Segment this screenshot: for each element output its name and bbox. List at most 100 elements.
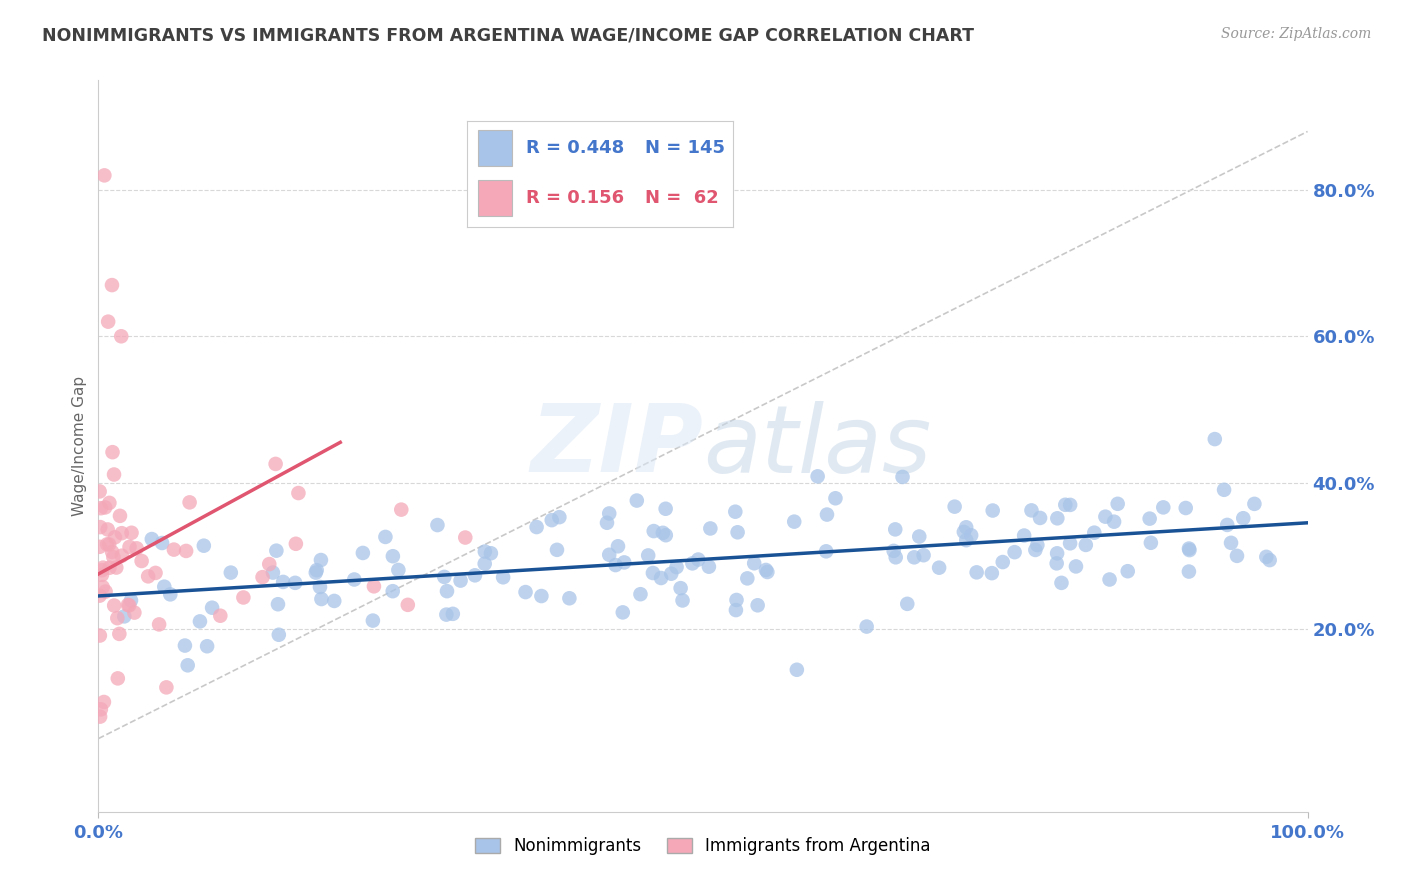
Point — [671, 593, 693, 607]
Point — [908, 529, 931, 543]
Point — [464, 568, 486, 582]
Point — [103, 467, 125, 482]
Point — [148, 617, 170, 632]
Point — [1213, 483, 1236, 497]
Point — [97, 315, 120, 329]
Point — [267, 628, 290, 642]
Point — [103, 550, 125, 565]
Point — [613, 556, 636, 570]
Point — [699, 521, 721, 535]
Point — [688, 552, 710, 566]
Point — [145, 566, 167, 580]
Point — [89, 540, 111, 554]
Point — [953, 524, 976, 539]
Point — [630, 587, 652, 601]
Point — [955, 533, 977, 548]
Point — [121, 525, 143, 540]
Point — [1029, 511, 1052, 525]
Point — [598, 548, 620, 562]
Point — [96, 537, 118, 551]
Point — [903, 550, 925, 565]
Text: Source: ZipAtlas.com: Source: ZipAtlas.com — [1220, 27, 1371, 41]
Point — [1102, 515, 1125, 529]
Point — [598, 507, 620, 521]
Point — [665, 560, 688, 574]
Point — [323, 594, 346, 608]
Point — [669, 581, 692, 595]
Point — [1152, 500, 1174, 515]
Point — [659, 566, 682, 581]
Point — [1059, 536, 1081, 550]
Point — [89, 520, 111, 534]
Point — [136, 569, 159, 583]
Point — [264, 457, 287, 471]
Point — [756, 565, 779, 579]
Point — [105, 560, 128, 574]
Point — [641, 566, 664, 580]
Point — [650, 571, 672, 585]
Point — [232, 591, 254, 605]
Point — [1064, 559, 1087, 574]
Point — [454, 531, 477, 545]
Point — [883, 544, 905, 558]
Point — [361, 614, 384, 628]
Point — [884, 550, 907, 565]
Point — [105, 611, 128, 625]
Point — [271, 574, 294, 589]
Point — [90, 702, 112, 716]
Point — [1054, 498, 1077, 512]
Point — [724, 603, 747, 617]
Point — [1226, 549, 1249, 563]
Point — [108, 627, 131, 641]
Point — [118, 599, 141, 613]
Point — [1083, 525, 1105, 540]
Point — [103, 599, 125, 613]
Point — [626, 493, 648, 508]
Point — [387, 563, 409, 577]
Point — [697, 559, 720, 574]
Point — [981, 503, 1004, 517]
Point — [305, 566, 328, 580]
Point — [101, 278, 124, 293]
Point — [174, 544, 197, 558]
Point — [284, 537, 307, 551]
Point — [120, 593, 142, 607]
Point — [1139, 511, 1161, 525]
Point — [1026, 538, 1049, 552]
Point — [90, 567, 112, 582]
Point — [89, 589, 111, 603]
Point — [374, 530, 396, 544]
Point — [540, 513, 562, 527]
Point — [97, 523, 120, 537]
Point — [89, 484, 111, 499]
Point — [94, 584, 117, 599]
Point — [155, 681, 177, 695]
Point — [747, 599, 769, 613]
Point — [287, 486, 309, 500]
Point — [1220, 536, 1243, 550]
Point — [1012, 528, 1035, 542]
Point — [252, 570, 274, 584]
Point — [991, 555, 1014, 569]
Point — [93, 169, 115, 183]
Point — [815, 508, 838, 522]
Point — [436, 584, 458, 599]
Point — [434, 607, 457, 622]
Point — [91, 560, 114, 574]
Point — [111, 526, 134, 541]
Point — [548, 510, 571, 524]
Point — [928, 560, 950, 574]
Point — [742, 556, 765, 570]
Point — [912, 548, 935, 562]
Point — [896, 597, 918, 611]
Point — [1258, 553, 1281, 567]
Point — [98, 537, 121, 551]
Point — [352, 546, 374, 560]
Point — [441, 607, 464, 621]
Point — [492, 570, 515, 584]
Point — [1024, 543, 1046, 558]
Point — [118, 540, 141, 554]
Point — [960, 528, 983, 542]
Point — [98, 496, 121, 510]
Point — [530, 589, 553, 603]
